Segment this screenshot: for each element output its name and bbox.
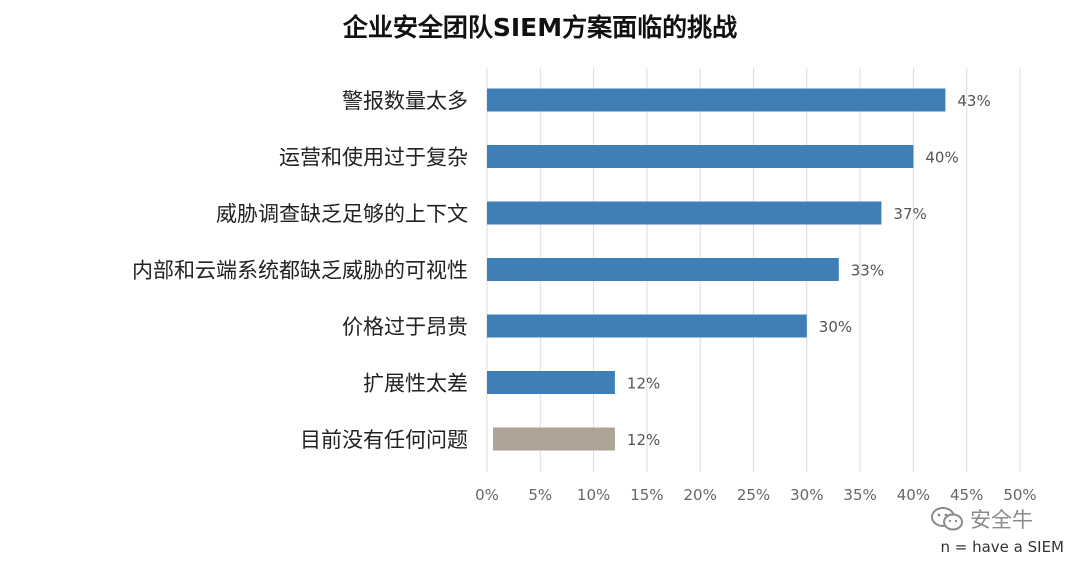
x-tick-label: 50% (1003, 486, 1036, 504)
data-label: 30% (819, 318, 852, 336)
x-tick-label: 30% (790, 486, 823, 504)
x-tick-label: 40% (897, 486, 930, 504)
category-label: 目前没有任何问题 (300, 428, 468, 452)
bar (487, 88, 946, 112)
bar (487, 201, 882, 225)
sample-note: n = have a SIEM (940, 538, 1064, 556)
bar (487, 314, 807, 338)
data-label: 43% (957, 92, 990, 110)
category-label: 运营和使用过于复杂 (279, 146, 468, 170)
x-tick-label: 20% (684, 486, 717, 504)
data-label: 37% (893, 205, 926, 223)
chart-title: 企业安全团队SIEM方案面临的挑战 (342, 13, 738, 42)
x-tick-label: 35% (843, 486, 876, 504)
brand-watermark: 安全牛 (930, 504, 1033, 534)
bar (487, 371, 615, 394)
brand-name: 安全牛 (970, 508, 1033, 532)
data-label: 12% (627, 375, 660, 393)
category-label: 威胁调查缺乏足够的上下文 (216, 202, 468, 226)
wechat-icon (931, 507, 963, 531)
category-label: 价格过于昂贵 (342, 315, 468, 339)
x-tick-label: 0% (475, 486, 499, 504)
x-tick-label: 5% (528, 486, 552, 504)
bar (487, 145, 914, 168)
data-label: 40% (925, 149, 958, 167)
bar (493, 427, 615, 451)
category-label: 警报数量太多 (342, 89, 468, 113)
x-tick-label: 45% (950, 486, 983, 504)
bar (487, 258, 839, 281)
data-label: 33% (851, 262, 884, 280)
category-label: 扩展性太差 (363, 372, 468, 396)
category-label: 内部和云端系统都缺乏威胁的可视性 (132, 259, 468, 283)
data-label: 12% (627, 431, 660, 449)
x-tick-label: 15% (630, 486, 663, 504)
x-tick-label: 10% (577, 486, 610, 504)
x-tick-label: 25% (737, 486, 770, 504)
